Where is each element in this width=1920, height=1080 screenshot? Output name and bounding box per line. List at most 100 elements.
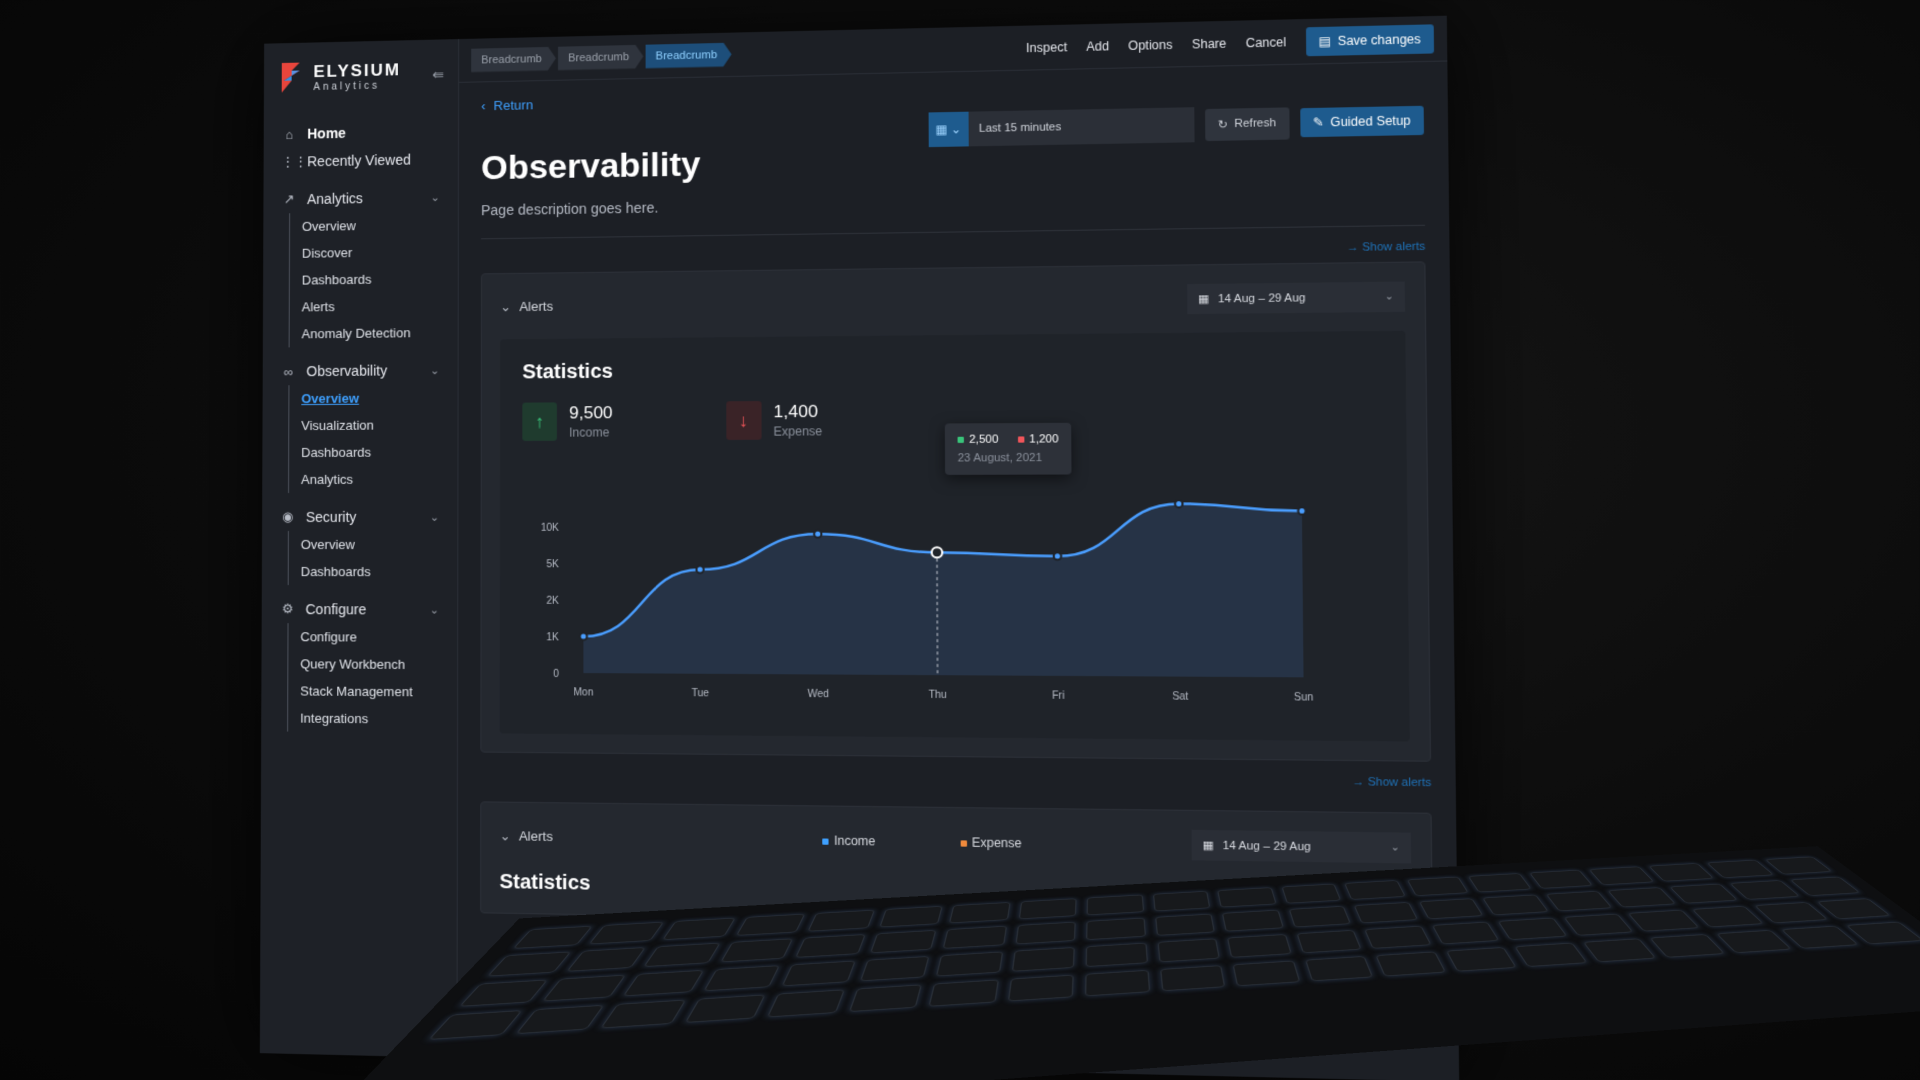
date-range-select-2[interactable]: ▦ 14 Aug – 29 Aug ⌄ [1192,830,1412,864]
keyboard-key [588,922,664,944]
save-changes-button[interactable]: ▤ Save changes [1306,24,1435,56]
nav-analytics[interactable]: ↗ Analytics ⌄ [277,183,444,214]
chevron-down-icon[interactable]: ⌄ [500,828,511,844]
keyboard-key [1086,943,1148,967]
keyboard-key [1406,877,1468,896]
keyboard-key [1468,873,1531,892]
show-alerts-link-2[interactable]: → Show alerts [480,767,1431,790]
nav-group-observability: ∞ Observability ⌄ Overview Visualization… [276,356,443,493]
add-button[interactable]: Add [1086,39,1109,54]
brand[interactable]: ELYSIUM Analytics ⇚ [278,57,444,94]
nav-observability[interactable]: ∞ Observability ⌄ [277,356,444,385]
keyboard-key [1354,902,1418,923]
collapse-sidebar-icon[interactable]: ⇚ [432,66,444,83]
expense-value: 1,400 [774,402,823,423]
keyboard-key [1754,902,1828,923]
nav-security[interactable]: ◉ Security ⌄ [276,503,443,531]
time-range-field[interactable]: Last 15 minutes [968,107,1194,146]
tooltip-expense: 1,200 [1017,433,1058,446]
data-point[interactable] [696,566,703,573]
inspect-button[interactable]: Inspect [1026,40,1067,55]
nav-observability-analytics[interactable]: Analytics [301,465,443,493]
data-point[interactable] [1298,507,1306,514]
y-tick-label: 0 [553,669,559,680]
tooltip-income: 2,500 [958,433,999,446]
keyboard-key [735,914,805,936]
breadcrumb: Breadcrumb Breadcrumb Breadcrumb [471,42,733,72]
nav-observability-dashboards[interactable]: Dashboards [301,438,443,466]
refresh-button[interactable]: ↻ Refresh [1205,107,1289,141]
refresh-icon: ↻ [1218,117,1228,131]
keyboard-key [1018,898,1076,919]
nav-analytics-alerts[interactable]: Alerts [302,292,444,321]
panel-title-2: Alerts [519,828,553,844]
breadcrumb-item-current[interactable]: Breadcrumb [645,42,731,68]
nav-configure-stack[interactable]: Stack Management [300,677,443,705]
chevron-down-icon[interactable]: ⌄ [430,364,439,377]
keyboard-key [643,943,720,967]
keyboard-key [600,1000,685,1029]
keyboard-key [1418,898,1483,919]
data-point[interactable] [1175,500,1183,507]
keyboard-key [879,906,943,927]
nav-analytics-anomaly[interactable]: Anomaly Detection [302,319,444,347]
nav-security-dashboards[interactable]: Dashboards [301,558,444,585]
nav-observability-overview[interactable]: Overview [301,384,443,412]
data-point[interactable] [1054,553,1062,560]
nav-configure-configure[interactable]: Configure [300,623,443,651]
statistics-card: Statistics ↑ 9,500 Income ↓ 1 [500,331,1410,742]
nav-security-items: Overview Dashboards [288,531,444,585]
keyboard-key [1514,943,1587,967]
show-alerts-link[interactable]: → Show alerts [481,240,1425,265]
keyboard-key [1845,922,1920,944]
chart-tooltip: 2,500 1,200 23 August, 2021 [945,423,1072,475]
legend-income-label: Income [834,833,875,848]
guided-setup-button[interactable]: ✎ Guided Setup [1300,106,1424,137]
nav-analytics-overview[interactable]: Overview [302,211,444,240]
options-button[interactable]: Options [1128,37,1172,52]
y-tick-label: 5K [546,559,559,570]
keyboard-key [1648,863,1714,881]
nav-analytics-discover[interactable]: Discover [302,238,444,267]
time-picker[interactable]: ▦ ⌄ Last 15 minutes [928,107,1194,147]
nav-analytics-dashboards[interactable]: Dashboards [302,265,444,294]
nav-home[interactable]: ⌂ Home [278,117,444,148]
chevron-down-icon[interactable]: ⌄ [500,299,511,315]
keyboard-key [662,918,735,940]
data-point[interactable] [932,547,943,557]
keyboard-key [1007,975,1073,1002]
breadcrumb-item[interactable]: Breadcrumb [471,46,556,72]
chevron-down-icon[interactable]: ⌄ [430,510,439,523]
nav-recently-viewed[interactable]: ⋮⋮ Recently Viewed [277,145,444,176]
shield-icon: ◉ [280,509,296,525]
nav-configure[interactable]: ⚙ Configure ⌄ [276,595,444,624]
statistics-chart[interactable]: 0 1K 2K 5K 10K Mon Tue Wed Thu Fri Sat Sun [522,478,1326,720]
nav-configure-query[interactable]: Query Workbench [300,650,443,678]
legend-expense-label: Expense [972,835,1022,850]
keyboard-key [1344,880,1405,899]
keyboard-key [1086,918,1145,940]
date-range-select[interactable]: ▦ 14 Aug – 29 Aug ⌄ [1187,282,1405,315]
chevron-down-icon[interactable]: ⌄ [430,603,439,616]
keyboard-key [1087,895,1144,915]
nav-security-overview[interactable]: Overview [301,531,443,558]
income-value: 9,500 [569,403,612,423]
nav-observability-visualization[interactable]: Visualization [301,411,443,439]
share-button[interactable]: Share [1192,36,1227,51]
keyboard-key [1157,938,1220,962]
keyboard-key [1296,930,1362,953]
panel-header: ⌄ Alerts ▦ 14 Aug – 29 Aug ⌄ [500,282,1405,322]
chevron-down-icon[interactable]: ⌄ [431,190,440,203]
calendar-icon[interactable]: ▦ ⌄ [928,112,968,147]
nav-configure-integrations[interactable]: Integrations [300,705,443,733]
keyboard-key [1563,914,1633,936]
cancel-button[interactable]: Cancel [1246,34,1287,49]
brand-subtitle: Analytics [313,80,401,93]
keyboard-key [1789,877,1860,896]
data-point[interactable] [814,530,821,537]
keyboard-key [1545,891,1612,911]
data-point[interactable] [580,633,587,640]
breadcrumb-item[interactable]: Breadcrumb [558,44,643,70]
keyboard-key [720,939,793,963]
keyboard-key [487,952,571,977]
